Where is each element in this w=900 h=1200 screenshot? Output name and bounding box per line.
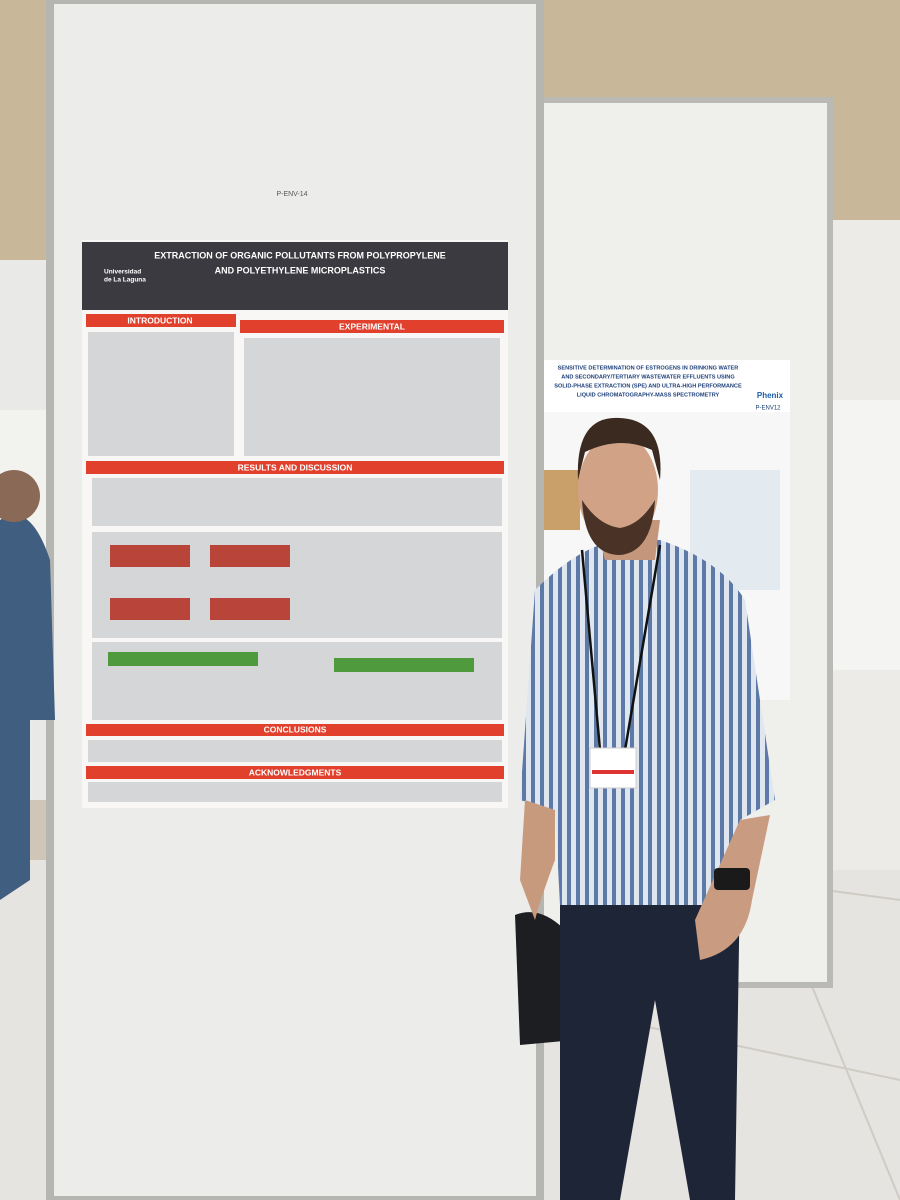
poster-title: SOLID-PHASE EXTRACTION (SPE) AND ULTRA-H… (554, 383, 742, 389)
hair (577, 417, 661, 480)
poster-title: LIQUID CHROMATOGRAPHY-MASS SPECTROMETRY (577, 392, 720, 398)
logo: Phenix (757, 391, 784, 400)
trousers (560, 880, 740, 1200)
poster-header (82, 242, 508, 310)
institution: de La Laguna (104, 277, 146, 284)
beard (582, 500, 655, 555)
section-bar (86, 766, 504, 779)
section-title: EXPERIMENTAL (339, 321, 405, 331)
hand (520, 800, 555, 920)
lanyard (580, 544, 662, 751)
poster-charts (108, 652, 474, 672)
poster-title: AND SECONDARY/TERTIARY WASTEWATER EFFLUE… (561, 374, 734, 380)
badge-stripe (592, 770, 634, 774)
section-title: ACKNOWLEDGMENTS (249, 767, 342, 777)
section-title: CONCLUSIONS (264, 724, 327, 734)
section-bar (86, 724, 504, 736)
passerby (0, 515, 55, 900)
face (578, 434, 658, 546)
poster-code: P-ENV12 (755, 406, 781, 412)
section-bar (86, 461, 504, 474)
shirt (520, 540, 775, 905)
section-bar (86, 314, 236, 327)
watch (714, 868, 750, 890)
badge (589, 747, 637, 789)
section-bar (240, 320, 504, 333)
institution: Universidad (104, 269, 141, 276)
section-title: RESULTS AND DISCUSSION (238, 462, 353, 472)
poster-charts (110, 545, 290, 620)
poster-title: EXTRACTION OF ORGANIC POLLUTANTS FROM PO… (154, 250, 446, 260)
poster-title: AND POLYETHYLENE MICROPLASTICS (215, 265, 386, 275)
poster-code: P-ENV-14 (276, 191, 307, 198)
right-poster-header (528, 360, 790, 412)
poster-text-blocks (88, 332, 502, 802)
section-title: INTRODUCTION (127, 315, 192, 325)
passerby-head (0, 470, 40, 522)
poster-title: SENSITIVE DETERMINATION OF ESTROGENS IN … (558, 365, 739, 371)
